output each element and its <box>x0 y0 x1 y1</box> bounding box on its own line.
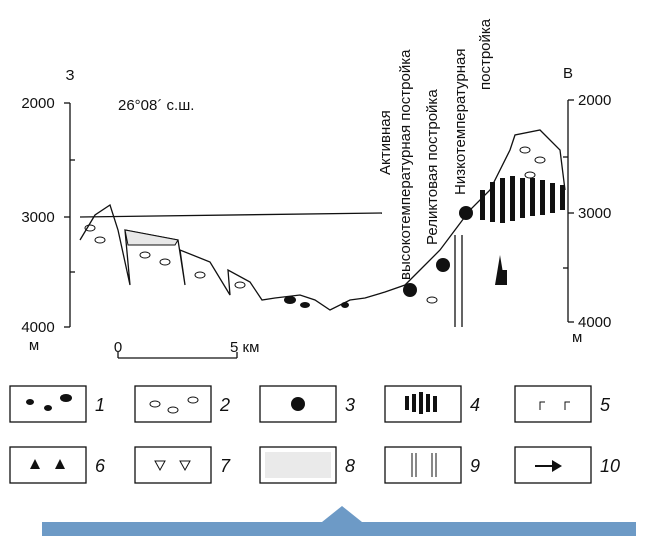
left-tick: 2000 <box>21 95 54 112</box>
legend-number: 6 <box>95 456 106 476</box>
latitude: 26°08´ с.ш. <box>118 97 194 114</box>
right-tick: 4000 <box>578 314 611 331</box>
vertical-label: постройка <box>477 18 494 90</box>
right-unit: м <box>572 329 582 346</box>
vertical-label: Реликтовая постройка <box>424 89 441 245</box>
legend-number: 8 <box>345 456 355 476</box>
legend-number: 10 <box>600 456 620 476</box>
vertical-label: Низкотемпературная <box>452 49 469 195</box>
legend-number: 1 <box>95 395 105 415</box>
legend-number: 3 <box>345 395 355 415</box>
right-tick: 3000 <box>578 205 611 222</box>
sea-level <box>80 213 382 217</box>
right-tick: 2000 <box>578 92 611 109</box>
bottom-bar <box>42 506 636 536</box>
left-unit: м <box>29 337 39 354</box>
vertical-label: Активная <box>377 110 394 175</box>
west-label: З <box>65 67 74 84</box>
left-tick: 3000 <box>21 209 54 226</box>
section <box>64 100 574 327</box>
vertical-label: высокотемпературная постройка <box>397 49 414 280</box>
diagram: З В 26°08´ с.ш. 2000 3000 4000 м 2000 30… <box>0 0 648 536</box>
east-label: В <box>563 65 573 82</box>
vertical-labels: Активная высокотемпературная постройка Р… <box>377 18 494 280</box>
left-tick: 4000 <box>21 319 54 336</box>
legend-number: 7 <box>220 456 231 476</box>
scale-start: 0 <box>114 339 122 356</box>
legend-number: 2 <box>219 395 230 415</box>
legend-number: 5 <box>600 395 611 415</box>
scale-end: 5 км <box>230 339 259 356</box>
legend-number: 9 <box>470 456 480 476</box>
legend-number: 4 <box>470 395 480 415</box>
legend: 1 2 3 4 5 6 7 8 9 10 <box>10 386 620 483</box>
